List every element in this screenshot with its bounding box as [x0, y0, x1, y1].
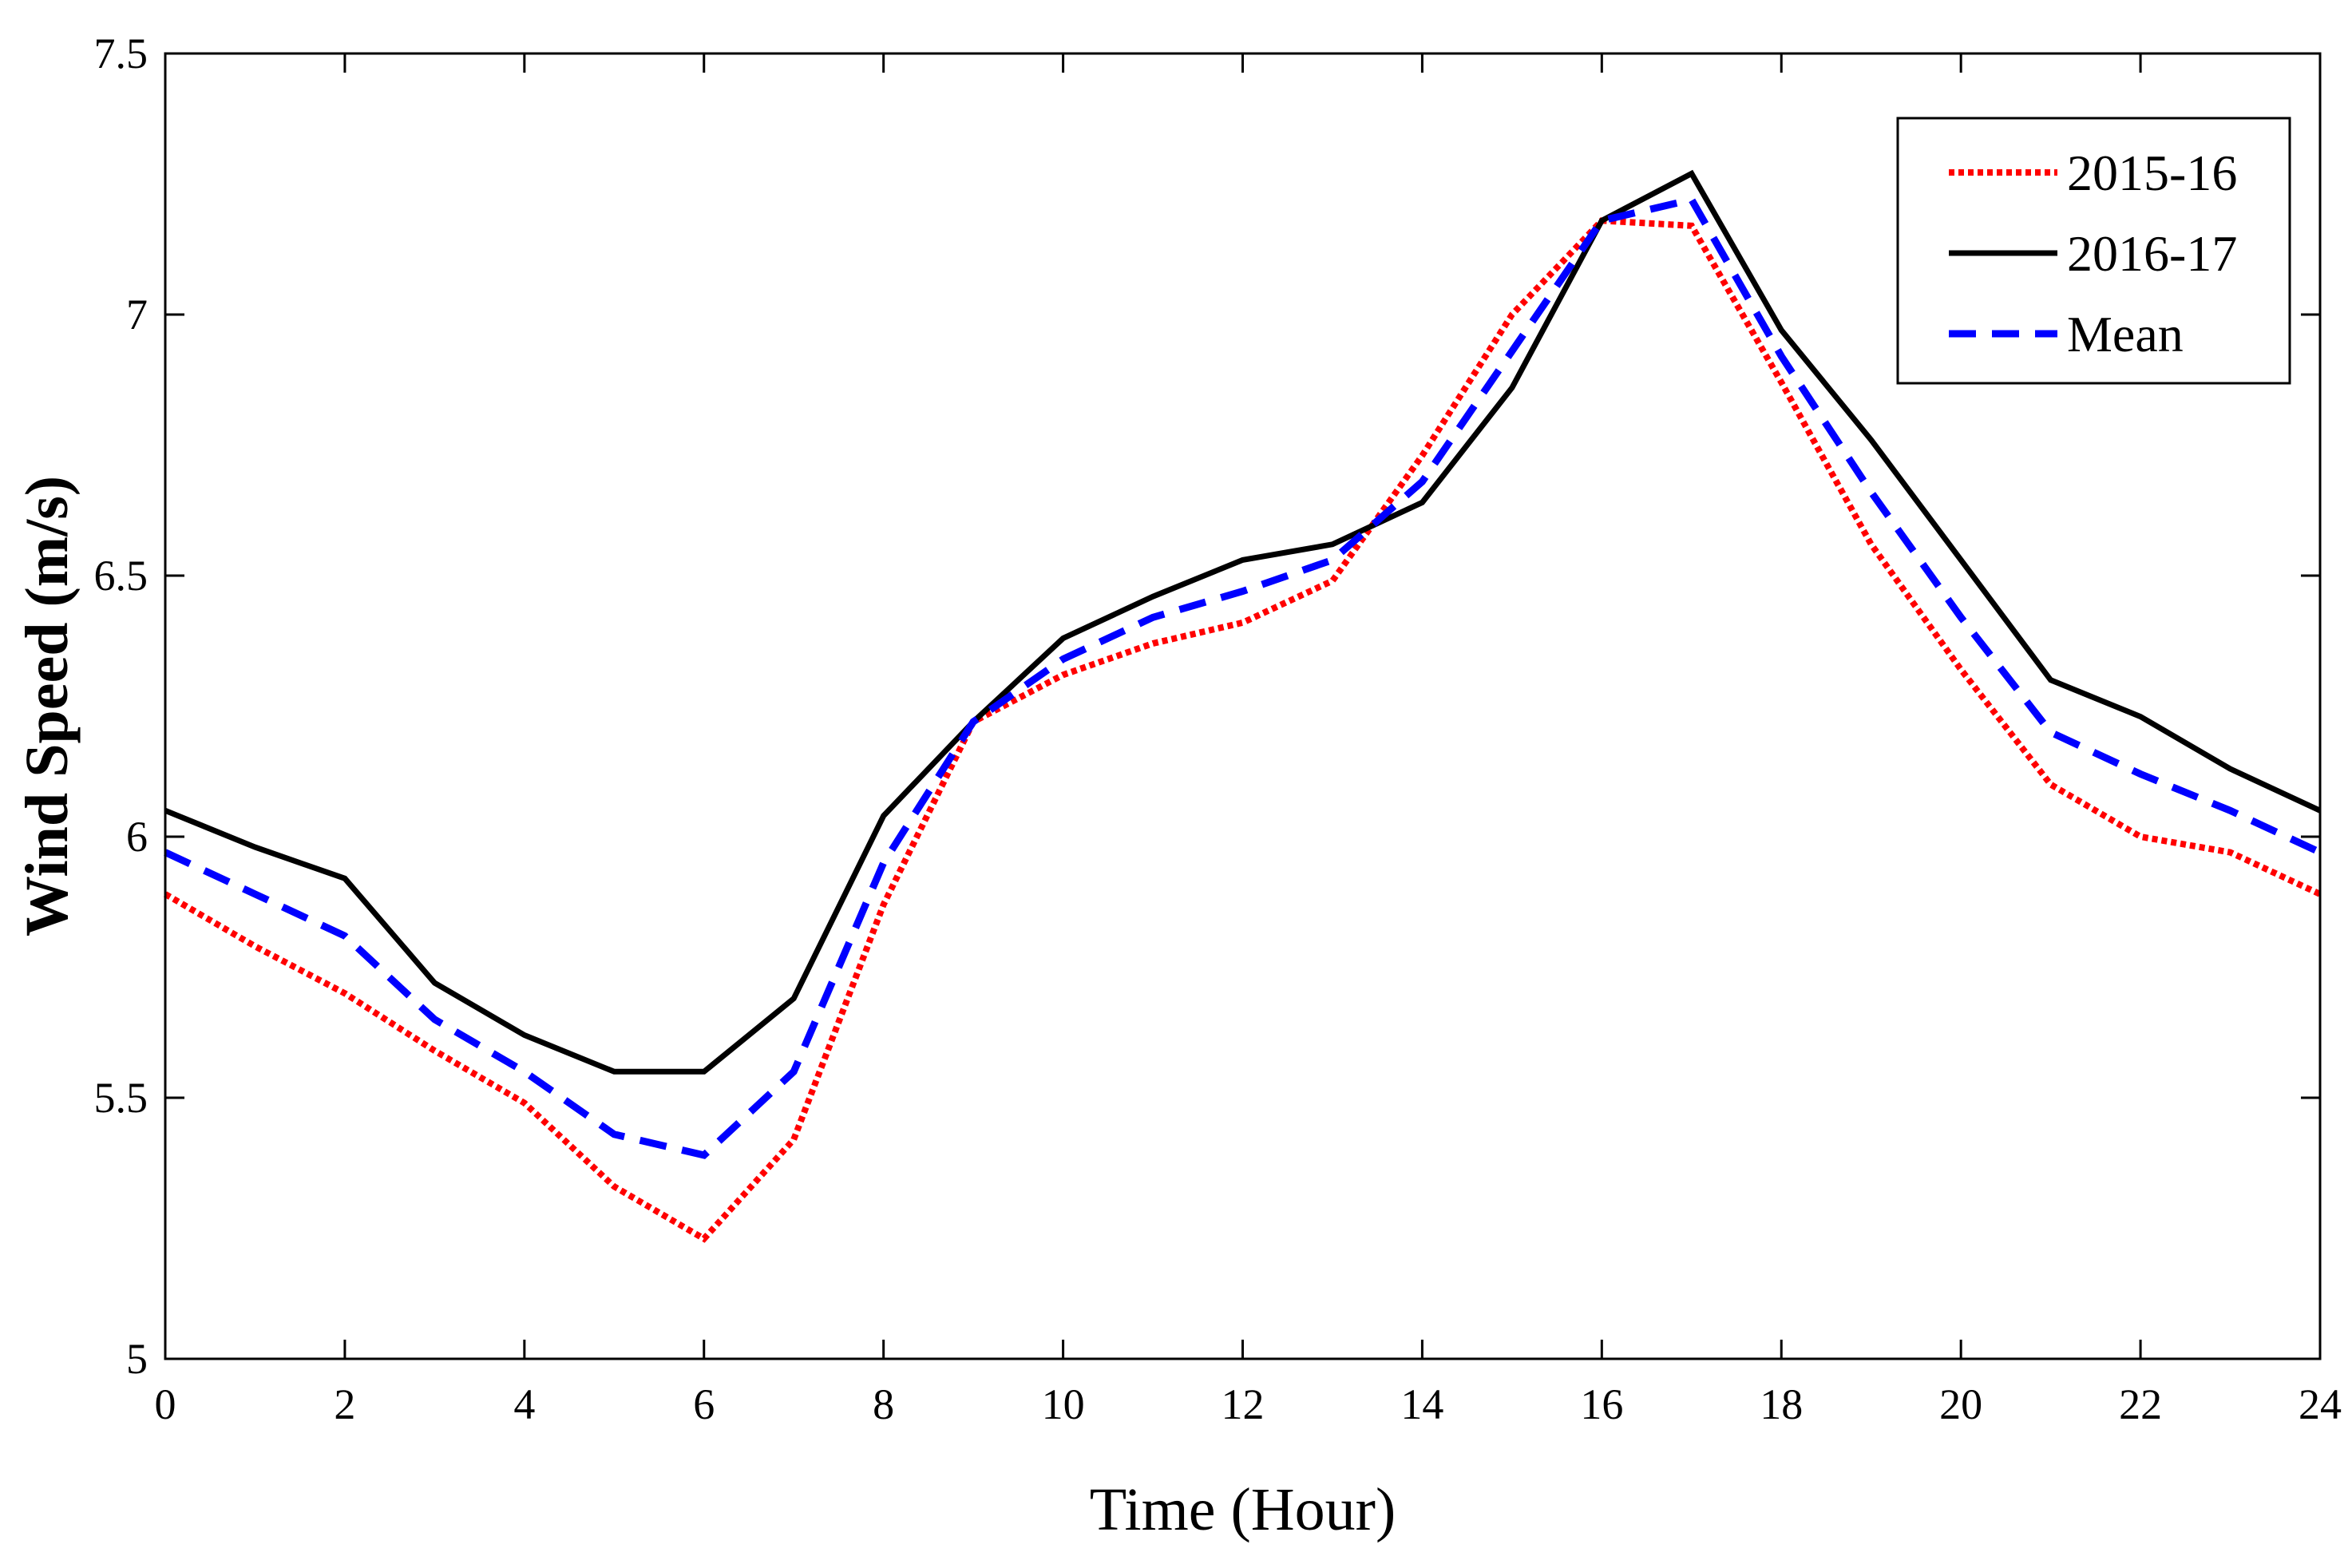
x-tick-label: 2 — [334, 1380, 355, 1428]
x-tick-label: 12 — [1222, 1380, 1265, 1428]
legend: 2015-16 2016-17 Mean — [1896, 117, 2291, 385]
legend-label: Mean — [2067, 306, 2184, 362]
x-tick-label: 10 — [1042, 1380, 1085, 1428]
x-tick-label: 8 — [873, 1380, 894, 1428]
series-layer — [163, 169, 2322, 1243]
y-axis-label: Wind Speed (m/s) — [14, 476, 81, 936]
x-tick-label: 22 — [2119, 1380, 2162, 1428]
x-tick-label: 6 — [693, 1380, 715, 1428]
x-tick-label: 16 — [1580, 1380, 1623, 1428]
x-tick-label: 18 — [1760, 1380, 1803, 1428]
legend-label: 2015-16 — [2067, 145, 2237, 201]
x-tick-label: 14 — [1400, 1380, 1443, 1428]
y-tick-label: 7 — [126, 291, 148, 339]
y-tick-label: 5 — [126, 1335, 148, 1383]
series-line-2015-16 — [163, 217, 2322, 1243]
x-tick-label: 20 — [1939, 1380, 1982, 1428]
y-tick-label: 6.5 — [94, 552, 148, 600]
axis-ticks — [164, 52, 2322, 1360]
plot-frame — [164, 52, 2322, 1360]
y-tick-label: 5.5 — [94, 1074, 148, 1122]
x-tick-label: 4 — [513, 1380, 535, 1428]
y-tick-label: 7.5 — [94, 30, 148, 77]
series-line-2016-17 — [164, 169, 2322, 1075]
legend-label: 2016-17 — [2067, 225, 2237, 282]
x-tick-label: 24 — [2299, 1380, 2342, 1428]
x-axis-label: Time (Hour) — [1090, 1476, 1396, 1543]
y-tick-label: 6 — [126, 813, 148, 861]
series-line-mean — [164, 195, 2322, 1159]
x-tick-label: 0 — [155, 1380, 176, 1428]
